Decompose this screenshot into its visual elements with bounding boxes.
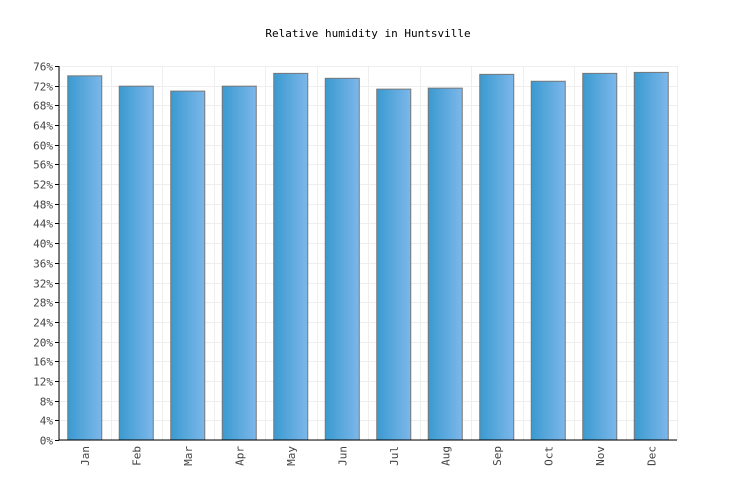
bar-feb [118,85,154,441]
y-tick-label: 16% [33,356,53,369]
x-tick-label: Oct [542,446,555,466]
x-tick-label: May [285,446,298,466]
bar-may [273,72,309,441]
y-tick-label: 52% [33,179,53,192]
bar-oct [530,80,566,441]
y-tick-label: 4% [40,415,54,428]
x-axis-ticks: Jan Feb Mar Apr May Jun Jul Aug Sep Oct Nov Dec [79,446,659,466]
y-tick-label: 64% [33,120,53,133]
y-tick-label: 0% [40,435,54,448]
x-tick-label: Dec [645,446,658,466]
y-tick-label: 56% [33,159,53,172]
bar-aug [427,87,463,441]
bar-sep [479,73,515,441]
bar-nov [582,72,618,441]
x-tick-label: Jul [388,446,401,466]
x-tick-label: Mar [182,446,195,466]
x-tick-label: Nov [594,446,607,466]
y-tick-label: 72% [33,81,53,94]
y-tick-label: 40% [33,238,53,251]
x-tick-label: Sep [491,446,504,466]
bar-dec [633,71,669,441]
y-tick-label: 68% [33,100,53,113]
bar-jan [67,75,103,441]
x-tick-label: Feb [130,446,143,466]
y-tick-label: 60% [33,140,53,153]
bar-apr [221,85,257,441]
x-tick-label: Apr [233,446,246,466]
y-tick-label: 36% [33,258,53,271]
y-tick-label: 12% [33,376,53,389]
y-tick-label: 24% [33,317,53,330]
y-tick-label: 48% [33,199,53,212]
x-tick-label: Jun [336,446,349,466]
x-tick-label: Jan [79,446,92,466]
chart-title: Relative humidity in Huntsville [265,27,470,40]
bar-mar [170,90,206,441]
y-tick-label: 20% [33,337,53,350]
y-tick-label: 76% [33,61,53,74]
y-tick-label: 44% [33,218,53,231]
x-tick-label: Aug [439,446,452,466]
y-tick-label: 8% [40,396,54,409]
y-axis-ticks: 0% 4% 8% 12% 16% 20% 24% 28% 32% 36% 40% 44% 48% 52% 5… [33,61,59,448]
y-tick-label: 28% [33,297,53,310]
y-tick-label: 32% [33,278,53,291]
bars [67,71,669,441]
bar-jun [324,77,360,441]
bar-jul [376,88,412,441]
gridlines [59,66,678,441]
